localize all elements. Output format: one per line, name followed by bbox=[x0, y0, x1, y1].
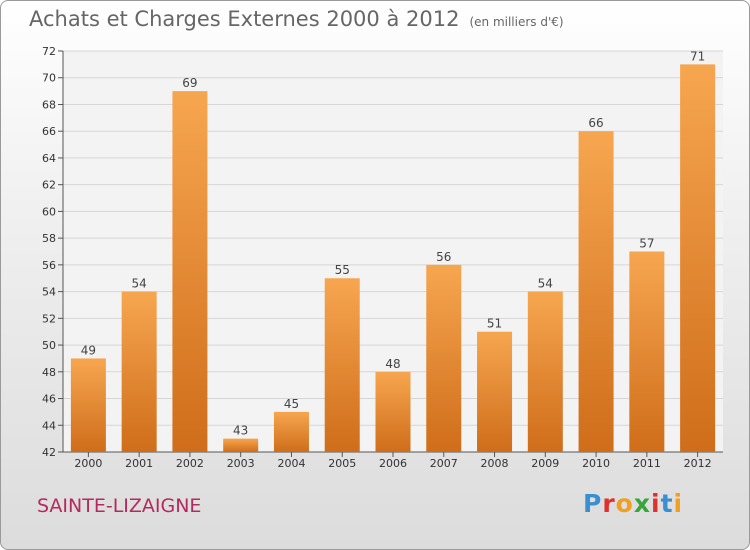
bar bbox=[629, 251, 665, 452]
bar-value-label: 57 bbox=[639, 237, 654, 251]
x-tick-label: 2005 bbox=[328, 457, 356, 470]
y-tick-label: 66 bbox=[42, 125, 56, 138]
x-tick-label: 2003 bbox=[227, 457, 255, 470]
bar-value-label: 54 bbox=[132, 277, 147, 291]
bar-value-label: 54 bbox=[538, 277, 553, 291]
y-tick-label: 50 bbox=[42, 339, 56, 352]
bar-value-label: 66 bbox=[588, 116, 603, 130]
chart-subtitle: (en milliers d'€) bbox=[469, 15, 564, 29]
bar-value-label: 71 bbox=[690, 49, 705, 63]
bar-value-label: 43 bbox=[233, 424, 248, 438]
x-tick-label: 2012 bbox=[684, 457, 712, 470]
x-tick-label: 2004 bbox=[277, 457, 305, 470]
proxiti-logo: Proxiti bbox=[583, 489, 684, 518]
y-tick-label: 54 bbox=[42, 286, 56, 299]
y-tick-label: 62 bbox=[42, 179, 56, 192]
bar bbox=[578, 131, 614, 452]
y-tick-label: 56 bbox=[42, 259, 56, 272]
chart-title: Achats et Charges Externes 2000 à 2012 (e… bbox=[29, 7, 564, 31]
bar-value-label: 69 bbox=[182, 76, 197, 90]
y-tick-label: 58 bbox=[42, 232, 56, 245]
bar-value-label: 49 bbox=[81, 343, 96, 357]
bar-value-label: 56 bbox=[436, 250, 451, 264]
y-tick-label: 60 bbox=[42, 205, 56, 218]
bar-value-label: 51 bbox=[487, 317, 502, 331]
bar bbox=[477, 331, 513, 452]
bar bbox=[223, 438, 259, 452]
bar-value-label: 48 bbox=[385, 357, 400, 371]
bar-value-label: 45 bbox=[284, 397, 299, 411]
x-tick-label: 2006 bbox=[379, 457, 407, 470]
bar-value-label: 55 bbox=[335, 263, 350, 277]
bar bbox=[426, 264, 462, 452]
x-tick-label: 2011 bbox=[633, 457, 661, 470]
x-tick-label: 2001 bbox=[125, 457, 153, 470]
bar bbox=[172, 91, 208, 452]
x-tick-label: 2007 bbox=[430, 457, 458, 470]
y-tick-label: 70 bbox=[42, 72, 56, 85]
bar bbox=[121, 291, 157, 452]
y-tick-label: 52 bbox=[42, 312, 56, 325]
x-tick-label: 2002 bbox=[176, 457, 204, 470]
y-tick-label: 48 bbox=[42, 366, 56, 379]
x-tick-label: 2008 bbox=[481, 457, 509, 470]
y-tick-label: 64 bbox=[42, 152, 56, 165]
y-tick-label: 42 bbox=[42, 446, 56, 459]
title-text: Achats et Charges Externes 2000 à 2012 bbox=[29, 7, 460, 31]
bar bbox=[324, 278, 360, 452]
bar bbox=[273, 411, 309, 452]
x-tick-label: 2010 bbox=[582, 457, 610, 470]
y-tick-label: 44 bbox=[42, 419, 56, 432]
y-tick-label: 72 bbox=[42, 45, 56, 58]
location-name: SAINTE-LIZAIGNE bbox=[37, 495, 202, 517]
bar bbox=[375, 371, 411, 452]
x-tick-label: 2009 bbox=[531, 457, 559, 470]
y-tick-label: 46 bbox=[42, 393, 56, 406]
bar bbox=[680, 64, 716, 452]
bar bbox=[70, 358, 106, 452]
bar bbox=[527, 291, 563, 452]
y-tick-label: 68 bbox=[42, 98, 56, 111]
x-tick-label: 2000 bbox=[74, 457, 102, 470]
